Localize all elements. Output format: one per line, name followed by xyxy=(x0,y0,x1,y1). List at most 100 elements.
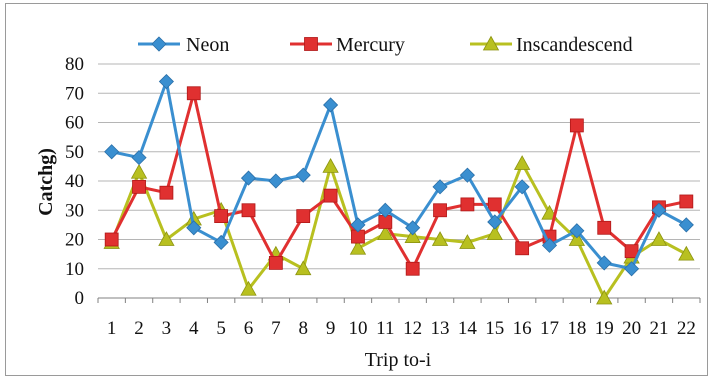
data-point-mercury xyxy=(433,203,447,218)
data-point-mercury xyxy=(268,255,283,270)
data-point-neon xyxy=(596,255,612,271)
legend-marker xyxy=(482,35,500,51)
data-point-inscandescend xyxy=(295,260,312,276)
data-point-neon xyxy=(678,217,694,233)
data-point-neon xyxy=(186,220,202,236)
data-point-mercury xyxy=(214,209,229,224)
y-tick-label: 40 xyxy=(65,171,84,192)
x-tick-label: 22 xyxy=(677,318,696,339)
data-point-neon xyxy=(651,202,667,218)
data-point-neon xyxy=(377,202,393,218)
data-point-inscandescend xyxy=(349,239,367,255)
data-point-mercury xyxy=(241,203,256,218)
x-tick-label: 4 xyxy=(189,318,199,339)
x-tick-label: 13 xyxy=(431,318,450,339)
data-point-neon xyxy=(459,167,475,183)
y-tick-label: 0 xyxy=(75,288,85,309)
x-tick-label: 16 xyxy=(513,318,532,339)
data-point-mercury xyxy=(186,86,201,101)
x-tick-label: 6 xyxy=(244,318,254,339)
x-tick-label: 18 xyxy=(567,318,586,339)
legend-marker xyxy=(304,37,318,51)
data-point-mercury xyxy=(487,197,502,212)
y-tick-label: 30 xyxy=(65,200,84,221)
data-point-inscandescend xyxy=(513,155,531,170)
legend: Neon Mercury Inscandescend xyxy=(138,34,633,56)
data-point-mercury xyxy=(569,118,584,133)
data-point-inscandescend xyxy=(486,225,503,241)
x-tick-label: 11 xyxy=(376,318,394,339)
x-tick-label: 2 xyxy=(134,318,144,339)
data-point-inscandescend xyxy=(322,158,339,173)
data-point-mercury xyxy=(132,179,146,194)
x-tick-label: 17 xyxy=(540,318,559,339)
data-point-neon xyxy=(131,150,147,166)
data-point-inscandescend xyxy=(459,234,476,249)
data-point-inscandescend xyxy=(596,289,613,305)
x-tick-label: 10 xyxy=(348,318,367,339)
data-point-inscandescend xyxy=(650,231,668,246)
legend-item-inscandescend: Inscandescend xyxy=(470,34,633,56)
data-point-inscandescend xyxy=(377,225,394,241)
x-tick-label: 5 xyxy=(216,318,226,339)
x-axis-title: Trip to-i xyxy=(365,349,432,371)
x-tick-label: 12 xyxy=(403,318,422,339)
data-point-neon xyxy=(240,170,257,186)
series-line-mercury xyxy=(110,91,687,271)
data-point-neon xyxy=(268,173,284,189)
data-point-mercury xyxy=(679,194,694,209)
data-point-neon xyxy=(158,73,174,90)
series-layer xyxy=(103,73,695,305)
data-point-mercury xyxy=(405,261,420,276)
data-point-mercury xyxy=(460,197,475,212)
y-axis-ticks: 0 10 20 30 40 50 60 70 80 xyxy=(65,54,84,309)
x-tick-label: 1 xyxy=(107,318,117,339)
data-point-neon xyxy=(213,234,229,250)
data-point-neon xyxy=(405,220,421,236)
series-line-inscandescend xyxy=(110,161,688,300)
legend-label: Inscandescend xyxy=(516,34,633,56)
data-point-neon xyxy=(487,214,503,230)
data-point-mercury xyxy=(515,241,530,256)
x-tick-label: 3 xyxy=(162,318,172,339)
x-tick-label: 15 xyxy=(485,318,504,339)
x-axis-ticks: 1 2 3 4 5 6 7 8 9 10 11 12 13 14 15 16 17 18 19 20 21 22 xyxy=(107,318,696,339)
legend-marker xyxy=(151,36,167,52)
y-tick-label: 60 xyxy=(65,113,84,134)
y-tick-label: 50 xyxy=(65,142,84,163)
data-point-neon xyxy=(295,167,311,183)
data-point-inscandescend xyxy=(568,231,586,246)
data-point-neon xyxy=(624,261,640,277)
x-tick-label: 20 xyxy=(622,318,641,339)
data-point-inscandescend xyxy=(431,231,449,246)
legend-label: Neon xyxy=(186,34,229,56)
y-tick-label: 70 xyxy=(65,83,84,104)
data-point-mercury xyxy=(104,232,119,247)
data-point-neon xyxy=(323,97,339,113)
data-point-neon xyxy=(432,179,448,195)
data-point-neon xyxy=(569,223,585,239)
data-point-mercury xyxy=(597,220,612,235)
legend-label: Mercury xyxy=(336,34,405,56)
legend-item-mercury: Mercury xyxy=(290,34,405,56)
y-tick-label: 80 xyxy=(65,54,84,75)
chart-frame xyxy=(5,3,708,376)
y-tick-label: 20 xyxy=(65,230,84,251)
data-point-inscandescend xyxy=(678,245,695,261)
y-axis-title: Catchg) xyxy=(35,148,57,216)
data-point-inscandescend xyxy=(404,228,421,243)
x-tick-label: 14 xyxy=(458,318,478,339)
series-neon xyxy=(104,73,694,277)
data-point-mercury xyxy=(159,185,174,200)
data-point-inscandescend xyxy=(130,163,148,179)
series-line-neon xyxy=(111,80,688,271)
data-point-neon xyxy=(350,217,366,233)
legend-item-neon: Neon xyxy=(138,34,229,56)
x-tick-label: 7 xyxy=(271,318,281,339)
data-point-neon xyxy=(104,144,120,160)
x-tick-label: 8 xyxy=(298,318,308,339)
data-point-neon xyxy=(514,179,530,195)
y-tick-label: 10 xyxy=(65,259,84,280)
data-point-mercury xyxy=(296,209,311,224)
